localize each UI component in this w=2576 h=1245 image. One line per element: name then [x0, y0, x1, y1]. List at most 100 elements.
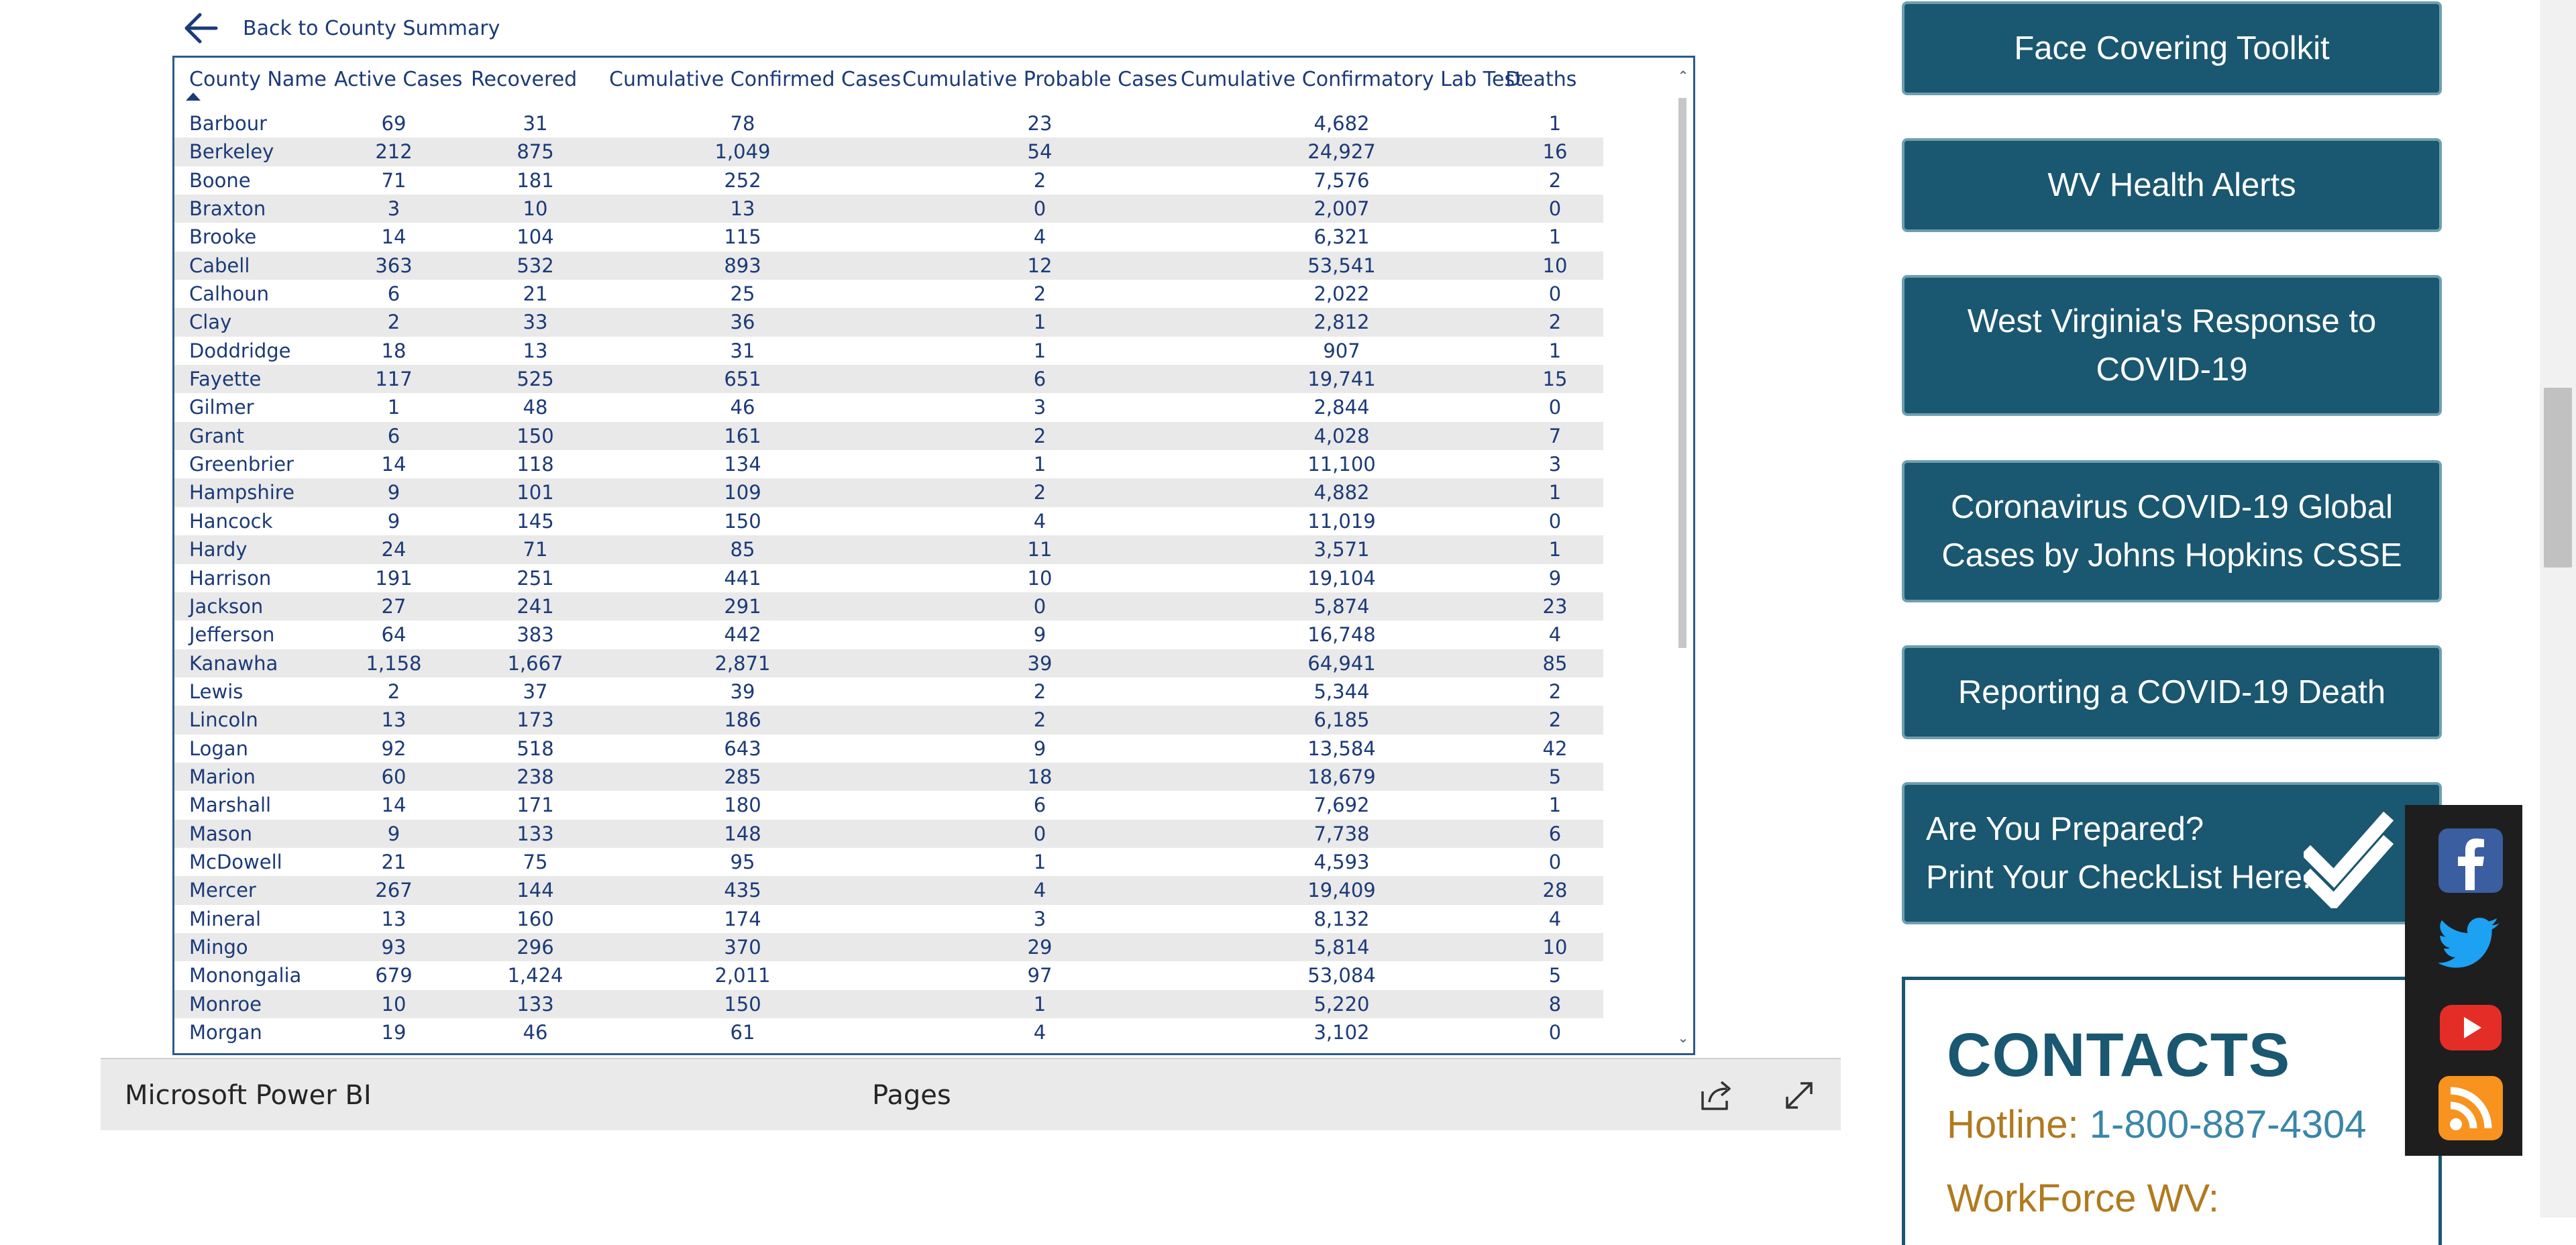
cell-cumulative-probable: 9 — [1033, 737, 1046, 760]
share-icon[interactable] — [1697, 1077, 1735, 1114]
cell-recovered: 144 — [517, 879, 554, 902]
reporting-death-button[interactable]: Reporting a COVID-19 Death — [1902, 645, 2442, 739]
col-header-confirmatory-lab-test[interactable]: Cumulative Confirmatory Lab Test — [1181, 68, 1523, 91]
cell-cumulative-probable: 2 — [1033, 424, 1046, 447]
cell-confirmatory-lab-test: 5,874 — [1313, 594, 1370, 618]
cell-recovered: 296 — [517, 935, 554, 959]
cell-recovered: 133 — [517, 992, 554, 1016]
col-header-county-name[interactable]: County Name — [189, 68, 327, 91]
table-row[interactable]: Lincoln 13 173 186 2 6,185 2 — [174, 706, 1603, 735]
page-scrollbar[interactable] — [2540, 0, 2576, 1217]
checklist-line-1: Are You Prepared? — [1926, 811, 2204, 847]
fullscreen-icon[interactable] — [1780, 1077, 1818, 1114]
cell-deaths: 8 — [1548, 992, 1562, 1016]
face-covering-toolkit-button[interactable]: Face Covering Toolkit — [1902, 1, 2442, 95]
table-row[interactable]: Clay 2 33 36 1 2,812 2 — [174, 308, 1603, 337]
cell-recovered: 133 — [517, 822, 554, 845]
table-row[interactable]: Lewis 2 37 39 2 5,344 2 — [174, 678, 1603, 706]
cell-active-cases: 92 — [381, 737, 407, 760]
cell-county-name: Jefferson — [189, 623, 275, 647]
back-to-county-summary-link[interactable]: Back to County Summary — [182, 8, 500, 48]
cell-cumulative-probable: 1 — [1033, 311, 1046, 334]
cell-county-name: Morgan — [189, 1021, 262, 1044]
table-scrollbar[interactable]: ⌃ ⌄ — [1673, 58, 1693, 1053]
scroll-down-icon[interactable]: ⌄ — [1677, 1030, 1689, 1046]
table-row[interactable]: Kanawha 1,158 1,667 2,871 39 64,941 85 — [174, 649, 1603, 678]
jhu-global-cases-button[interactable]: Coronavirus COVID-19 Global Cases by Joh… — [1902, 460, 2442, 602]
cell-cumulative-probable: 29 — [1027, 935, 1053, 959]
table-row[interactable]: Grant 6 150 161 2 4,028 7 — [174, 421, 1603, 451]
cell-confirmatory-lab-test: 5,344 — [1313, 680, 1370, 703]
table-row[interactable]: Jackson 27 241 291 0 5,874 23 — [174, 592, 1603, 621]
table-row[interactable]: Berkeley 212 875 1,049 54 24,927 16 — [174, 138, 1603, 166]
table-row[interactable]: Doddridge 18 13 31 1 907 1 — [174, 337, 1603, 365]
table-row[interactable]: Fayette 117 525 651 6 19,741 15 — [174, 365, 1603, 394]
table-row[interactable]: Hancock 9 145 150 4 11,019 0 — [174, 507, 1603, 535]
cell-county-name: Logan — [189, 737, 248, 760]
hotline-number-link[interactable]: 1-800-887-4304 — [2089, 1103, 2367, 1146]
col-header-cumulative-probable[interactable]: Cumulative Probable Cases — [902, 68, 1178, 91]
cell-active-cases: 71 — [381, 168, 407, 192]
table-row[interactable]: Calhoun 6 21 25 2 2,022 0 — [174, 280, 1603, 308]
wv-health-alerts-button[interactable]: WV Health Alerts — [1902, 138, 2442, 232]
power-bi-brand[interactable]: Microsoft Power BI — [125, 1080, 372, 1111]
cell-cumulative-confirmed: 186 — [724, 708, 761, 732]
table-row[interactable]: Hampshire 9 101 109 2 4,882 1 — [174, 478, 1603, 507]
table-row[interactable]: Hardy 24 71 85 11 3,571 1 — [174, 535, 1603, 564]
cell-active-cases: 191 — [375, 566, 413, 590]
cell-cumulative-confirmed: 161 — [724, 424, 761, 447]
col-header-cumulative-confirmed[interactable]: Cumulative Confirmed Cases — [609, 68, 902, 91]
table-row[interactable]: Mason 9 133 148 0 7,738 6 — [174, 819, 1603, 848]
cell-county-name: Mingo — [189, 935, 248, 959]
cell-active-cases: 212 — [375, 140, 413, 164]
table-row[interactable]: Logan 92 518 643 9 13,584 42 — [174, 735, 1603, 763]
cell-cumulative-probable: 1 — [1033, 339, 1046, 362]
scroll-up-icon[interactable]: ⌃ — [1677, 68, 1689, 84]
table-row[interactable]: Boone 71 181 252 2 7,576 2 — [174, 166, 1603, 195]
table-row[interactable]: Mingo 93 296 370 29 5,814 10 — [174, 932, 1603, 962]
youtube-icon[interactable] — [2438, 995, 2503, 1060]
table-row[interactable]: Marshall 14 171 180 6 7,692 1 — [174, 791, 1603, 819]
table-row[interactable]: Braxton 3 10 13 0 2,007 0 — [174, 195, 1603, 223]
table-row[interactable]: Cabell 363 532 893 12 53,541 10 — [174, 251, 1603, 280]
table-row[interactable]: Marion 60 238 285 18 18,679 5 — [174, 762, 1603, 792]
cell-confirmatory-lab-test: 2,007 — [1313, 197, 1370, 221]
table-row[interactable]: Gilmer 1 48 46 3 2,844 0 — [174, 393, 1603, 421]
twitter-icon[interactable] — [2438, 912, 2503, 977]
checklist-button[interactable]: Are You Prepared? Print Your CheckList H… — [1902, 782, 2442, 924]
pages-button[interactable]: Pages — [872, 1080, 951, 1111]
cell-cumulative-probable: 4 — [1033, 1021, 1046, 1044]
table-row[interactable]: Morgan 19 46 61 4 3,102 0 — [174, 1018, 1603, 1046]
table-row[interactable]: Barbour 69 31 78 23 4,682 1 — [174, 109, 1603, 138]
sort-ascending-icon[interactable] — [186, 93, 201, 101]
col-header-active-cases[interactable]: Active Cases — [334, 68, 463, 91]
table-row[interactable]: Brooke 14 104 115 4 6,321 1 — [174, 223, 1603, 251]
cell-cumulative-confirmed: 285 — [724, 765, 761, 788]
cell-cumulative-confirmed: 39 — [730, 680, 755, 703]
table-row[interactable]: Harrison 191 251 441 10 19,104 9 — [174, 564, 1603, 592]
cell-cumulative-probable: 1 — [1033, 850, 1046, 873]
rss-icon[interactable] — [2438, 1076, 2503, 1140]
cell-cumulative-probable: 11 — [1027, 538, 1053, 561]
cell-cumulative-probable: 10 — [1027, 566, 1053, 590]
table-row[interactable]: Mineral 13 160 174 3 8,132 4 — [174, 905, 1603, 933]
table-row[interactable]: Monongalia 679 1,424 2,011 97 53,084 5 — [174, 961, 1603, 989]
table-row[interactable]: Mercer 267 144 435 4 19,409 28 — [174, 876, 1603, 905]
county-table: County Name Active Cases Recovered Cumul… — [172, 56, 1695, 1055]
page-scrollbar-thumb[interactable] — [2544, 388, 2572, 567]
table-row[interactable]: Monroe 10 133 150 1 5,220 8 — [174, 989, 1603, 1018]
facebook-icon[interactable] — [2438, 828, 2503, 893]
wv-response-button[interactable]: West Virginia's Response to COVID-19 — [1902, 275, 2442, 416]
table-row[interactable]: McDowell 21 75 95 1 4,593 0 — [174, 848, 1603, 876]
social-sidebar — [2405, 805, 2522, 1156]
table-row[interactable]: Greenbrier 14 118 134 1 11,100 3 — [174, 450, 1603, 478]
table-scrollbar-thumb[interactable] — [1678, 98, 1686, 648]
col-header-deaths[interactable]: Deaths — [1505, 68, 1577, 91]
cell-confirmatory-lab-test: 16,748 — [1307, 623, 1376, 647]
cell-recovered: 525 — [517, 368, 554, 391]
table-row[interactable]: Jefferson 64 383 442 9 16,748 4 — [174, 620, 1603, 649]
cell-confirmatory-lab-test: 5,220 — [1313, 992, 1370, 1016]
cell-active-cases: 19 — [381, 1021, 407, 1044]
col-header-recovered[interactable]: Recovered — [471, 68, 578, 91]
cell-recovered: 75 — [523, 850, 548, 873]
